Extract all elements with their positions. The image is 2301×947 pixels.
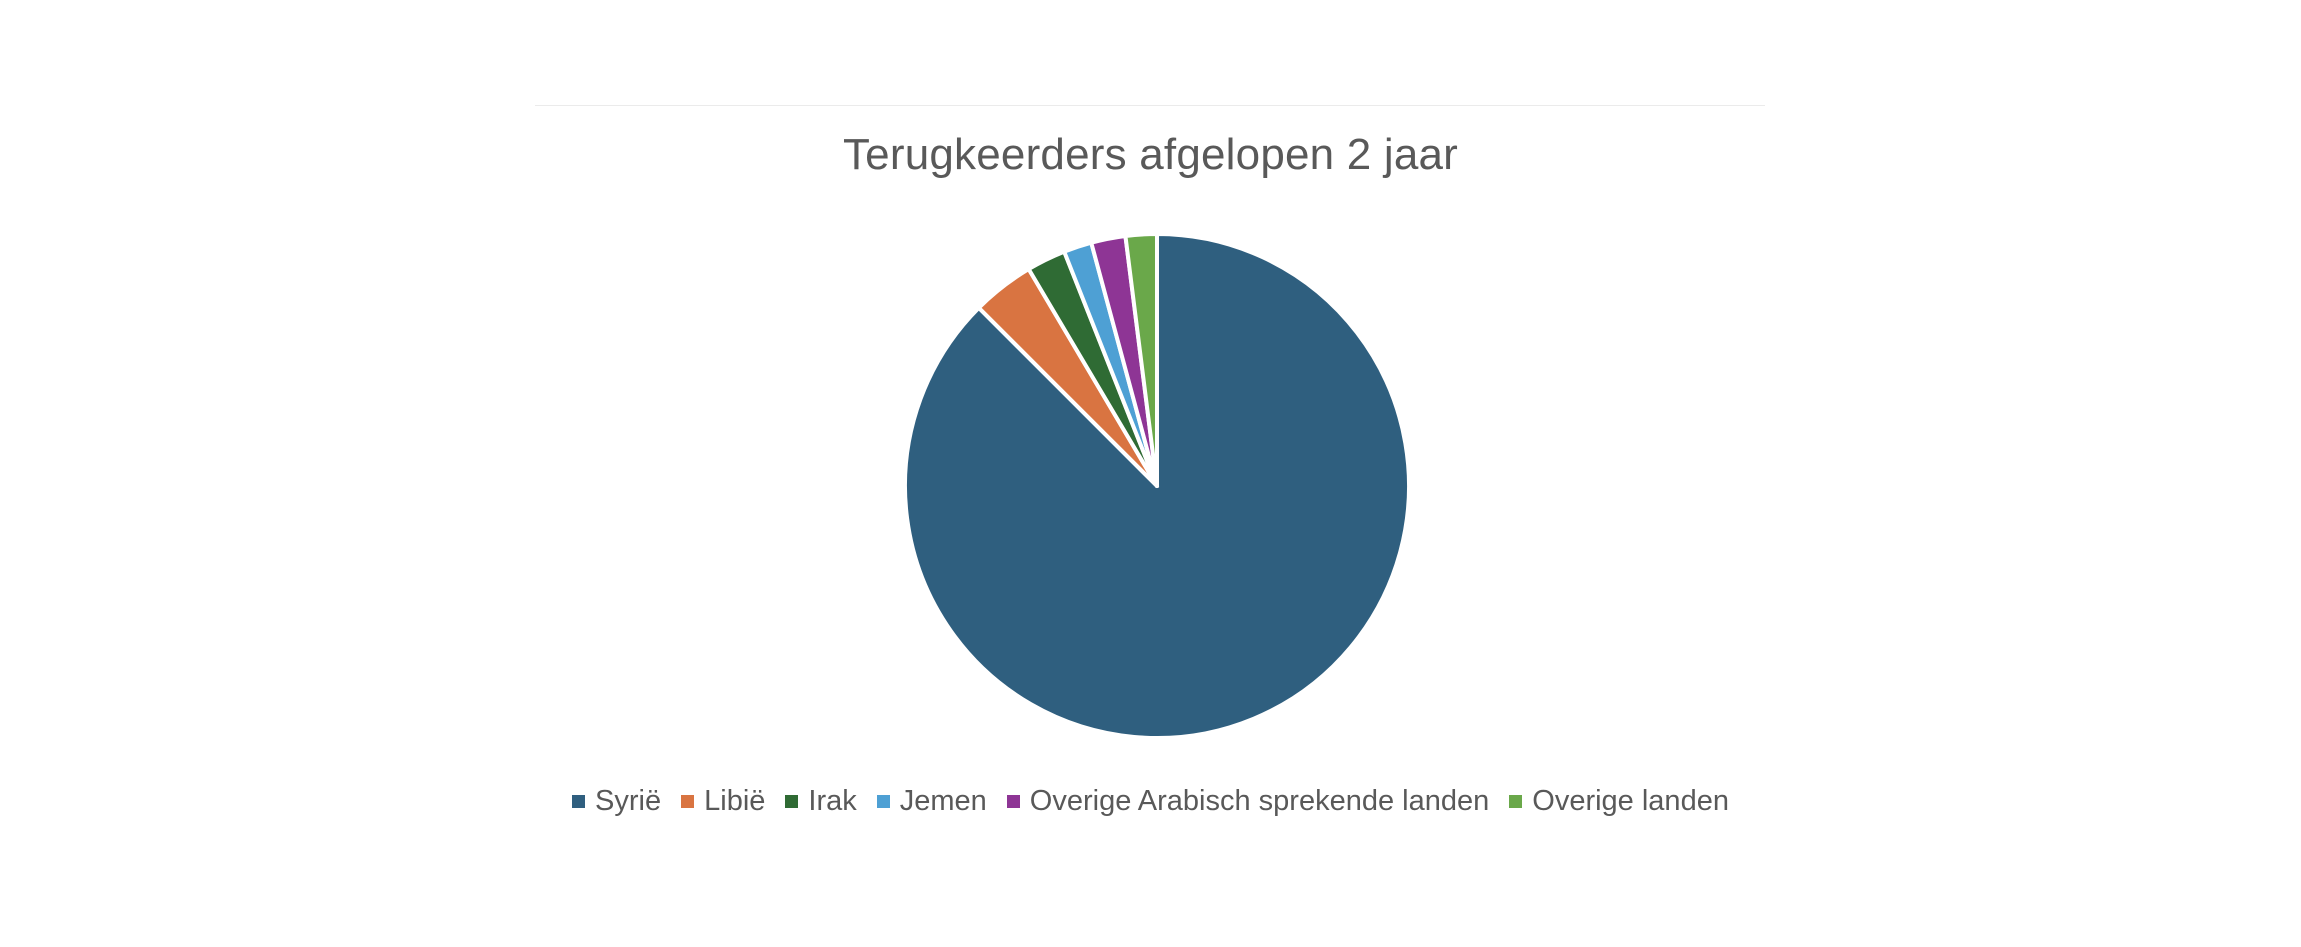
legend-swatch	[572, 795, 586, 808]
legend-item-1: Syrië	[572, 785, 661, 818]
legend-label: Overige landen	[1532, 785, 1729, 817]
legend-swatch	[876, 795, 890, 808]
chart-legend: Syrië Libië Irak Jemen Overige Arabisch spre…	[0, 785, 2301, 818]
legend-item-2: Libië	[681, 785, 765, 818]
legend-label: Syrië	[595, 785, 662, 817]
legend-swatch	[1509, 795, 1523, 808]
legend-swatch	[1006, 795, 1020, 808]
legend-item-6: Overige landen	[1509, 785, 1729, 818]
legend-label: Jemen	[899, 785, 987, 817]
legend-label: Irak	[808, 785, 857, 817]
legend-label: Overige Arabisch sprekende landen	[1029, 785, 1490, 817]
legend-swatch	[785, 795, 799, 808]
legend-label: Libië	[704, 785, 766, 817]
legend-swatch	[681, 795, 695, 808]
chart-title: Terugkeerders afgelopen 2 jaar	[842, 130, 1459, 179]
legend-item-5: Overige Arabisch sprekende landen	[1006, 785, 1490, 818]
pie-slice-6	[1123, 232, 1159, 488]
legend-item-3: Irak	[785, 785, 857, 818]
legend-item-4: Jemen	[876, 785, 987, 818]
chart-area	[535, 105, 1765, 866]
